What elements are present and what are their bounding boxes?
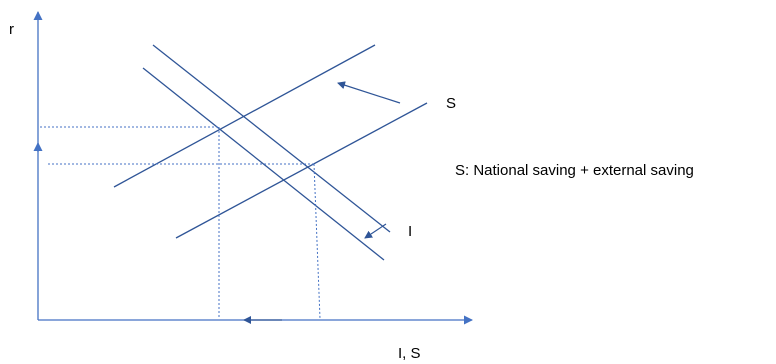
saving-shift-arrow bbox=[337, 81, 401, 104]
investment-curve-upper bbox=[152, 44, 391, 233]
investment-shift-arrow bbox=[364, 223, 387, 239]
saving-curve-upper bbox=[113, 44, 376, 188]
x-axis-label: I, S bbox=[398, 345, 421, 362]
guide-vertical-lower bbox=[313, 163, 321, 320]
legend-text: S: National saving + external saving bbox=[455, 162, 694, 179]
investment-curve-label: I bbox=[408, 223, 412, 240]
y-axis-label: r bbox=[9, 21, 14, 38]
saving-curve-label: S bbox=[446, 95, 456, 112]
investment-curve-lower bbox=[142, 67, 385, 261]
saving-curve-lower bbox=[175, 102, 428, 239]
